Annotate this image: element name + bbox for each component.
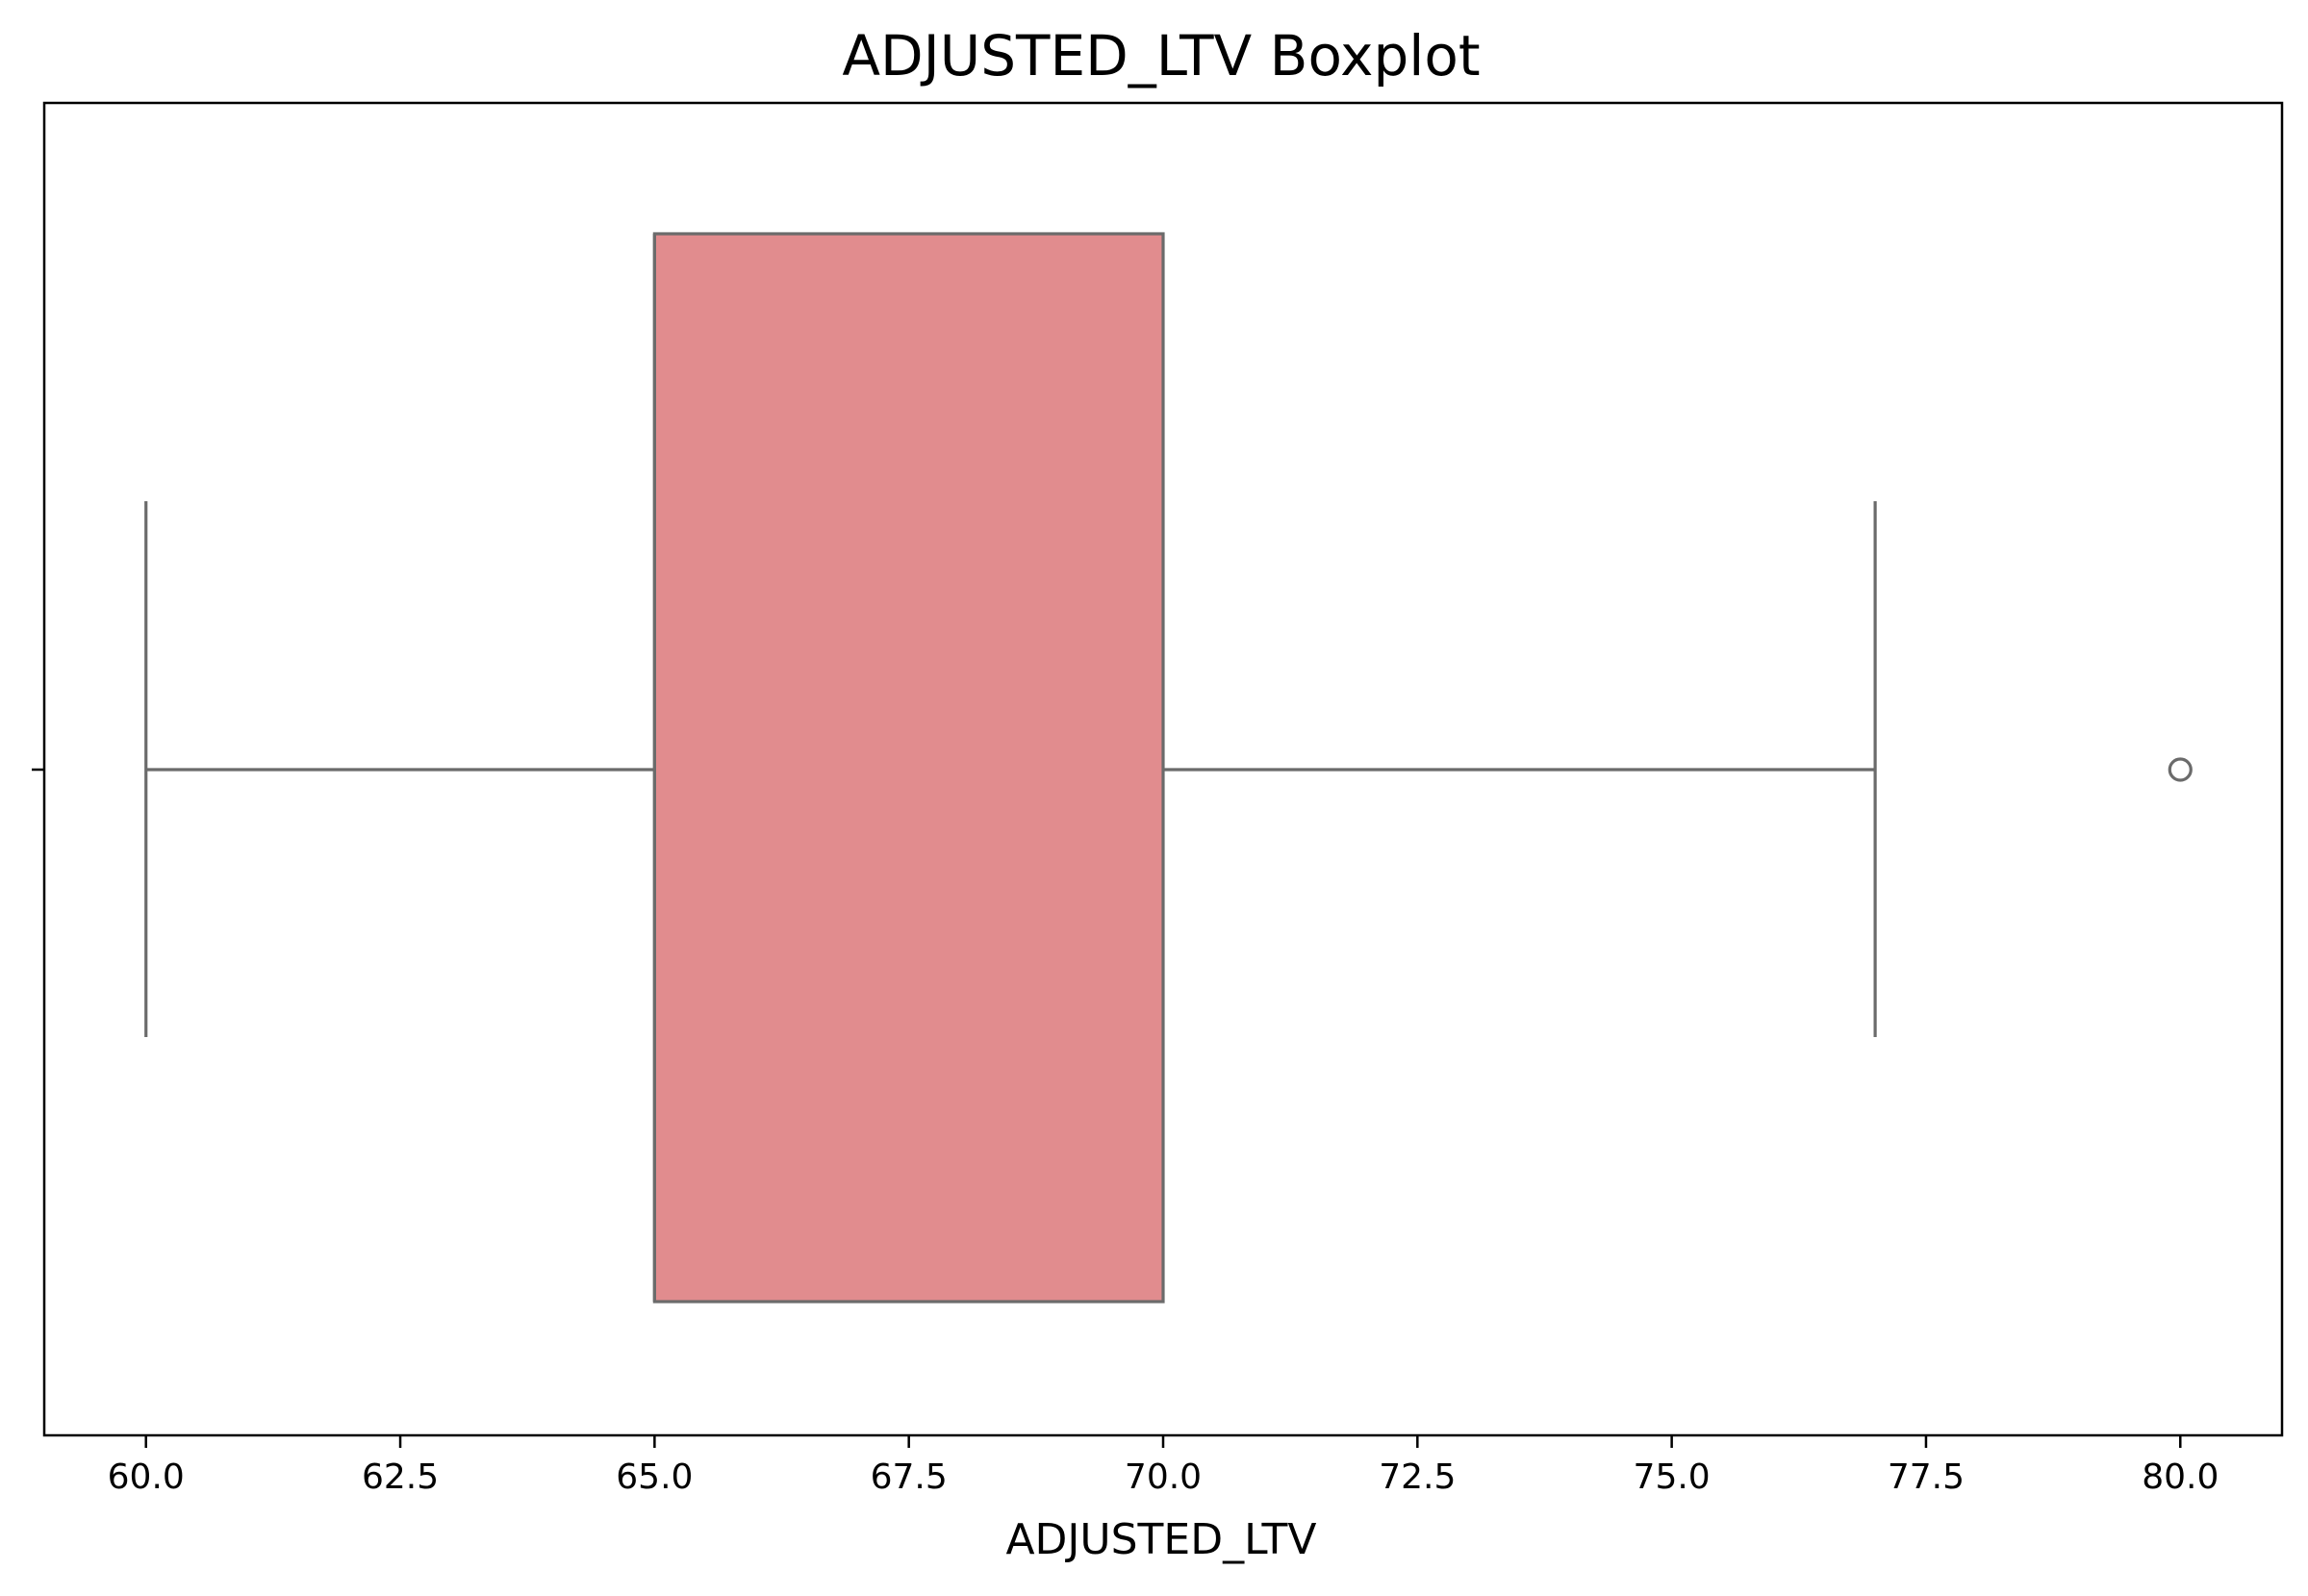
x-tick-label: 60.0 <box>108 1457 185 1497</box>
x-axis-label: ADJUSTED_LTV <box>1005 1515 1316 1564</box>
x-tick-label: 75.0 <box>1634 1457 1711 1497</box>
x-tick-label: 72.5 <box>1379 1457 1456 1497</box>
plot-area <box>144 232 2193 1304</box>
outlier-point <box>2168 757 2193 782</box>
x-tick-label: 77.5 <box>1888 1457 1965 1497</box>
x-tick-label: 65.0 <box>616 1457 693 1497</box>
x-axis-ticks: 60.0 62.5 65.0 67.5 70.0 72.5 75.0 77.5 80.0 <box>108 1435 2219 1497</box>
x-tick-label: 62.5 <box>362 1457 439 1497</box>
x-tick-label: 67.5 <box>871 1457 948 1497</box>
x-tick-label: 70.0 <box>1125 1457 1202 1497</box>
iqr-box <box>652 232 1165 1304</box>
x-tick-label: 80.0 <box>2142 1457 2219 1497</box>
chart-title: ADJUSTED_LTV Boxplot <box>842 23 1480 89</box>
